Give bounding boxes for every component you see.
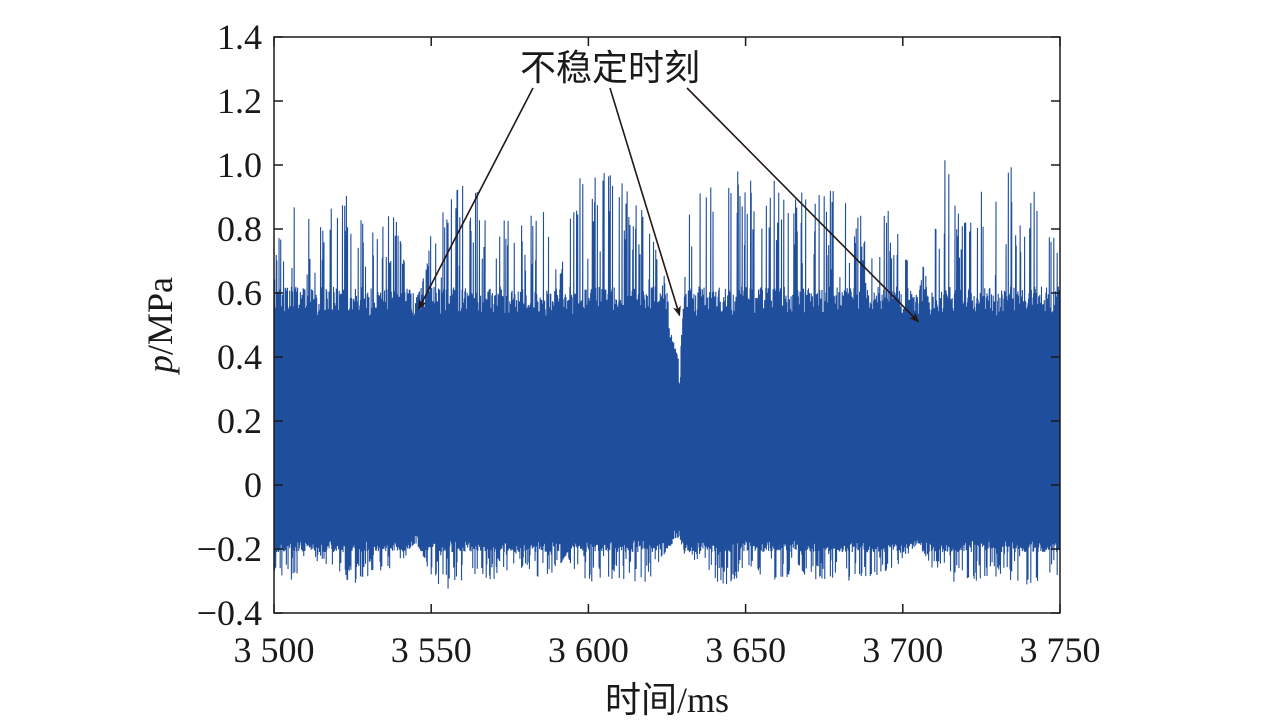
x-tick-label: 3 700 [862,630,943,670]
y-tick-label: 0.8 [217,209,262,249]
x-tick-label: 3 650 [705,630,786,670]
y-tick-label: 0.4 [217,337,262,377]
y-tick-label: 0.2 [217,401,262,441]
plot-frame [273,36,1061,614]
y-tick-label: 0 [244,465,262,505]
y-axis-title-unit: /MPa [140,277,180,355]
x-tick-label: 3 750 [1020,630,1101,670]
x-axis: 3 500 3 550 3 600 3 650 3 700 3 750 [234,37,1101,670]
y-tick-label: 1.0 [217,145,262,185]
x-tick-label: 3 550 [391,630,472,670]
x-tick-label: 3 500 [234,630,315,670]
x-axis-title: 时间/ms [605,680,729,720]
y-tick-label: 1.2 [217,81,262,121]
annotation-label: 不稳定时刻 [520,48,700,89]
y-axis: −0.4 −0.2 0 0.2 0.4 0.6 0.8 1.0 1.2 1.4 [197,17,1060,633]
annotation-arrow [686,87,920,323]
annotation-arrow [609,87,681,317]
annotation-arrow [417,87,534,310]
y-tick-label: −0.4 [197,593,262,633]
x-tick-label: 3 600 [548,630,629,670]
y-tick-label: 0.6 [217,273,262,313]
y-axis-title-symbol: p [140,355,180,376]
y-tick-label: 1.4 [217,17,262,57]
y-axis-title: p/MPa [140,277,180,376]
y-tick-label: −0.2 [197,529,262,569]
signal-series [274,160,1060,589]
series-line-0 [274,160,1060,589]
annotation-group: 不稳定时刻 [417,48,920,323]
